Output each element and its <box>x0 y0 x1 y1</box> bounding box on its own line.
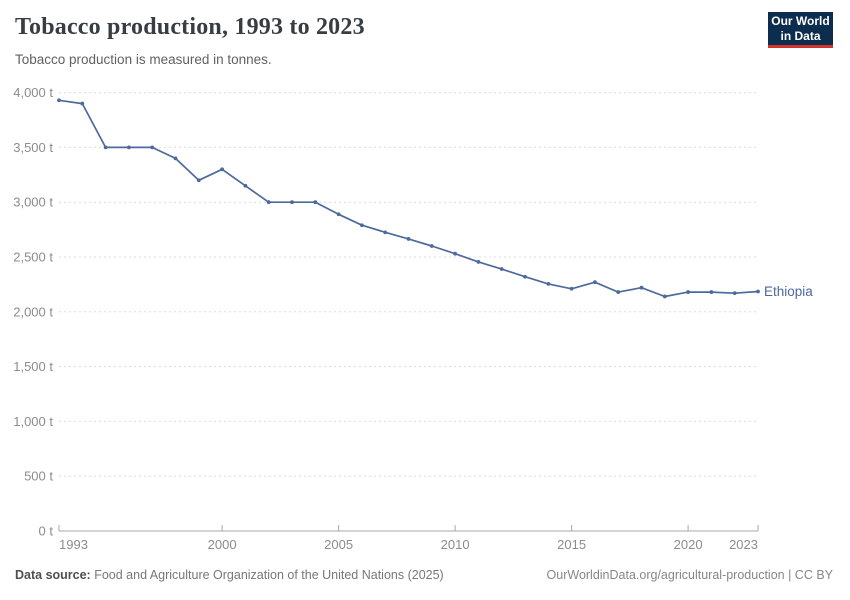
chart-footer: Data source: Food and Agriculture Organi… <box>15 568 833 582</box>
data-point[interactable] <box>523 274 527 279</box>
data-point[interactable] <box>756 289 760 294</box>
y-tick-label: 0 t <box>39 524 54 539</box>
data-point[interactable] <box>383 230 388 235</box>
data-source-text: Food and Agriculture Organization of the… <box>90 568 444 582</box>
data-point[interactable] <box>313 200 318 205</box>
data-point[interactable] <box>196 178 201 183</box>
credit-link[interactable]: OurWorldinData.org/agricultural-producti… <box>546 568 833 582</box>
y-tick-label: 2,500 t <box>13 250 53 265</box>
y-tick-label: 2,000 t <box>13 304 53 319</box>
data-point[interactable] <box>593 280 597 285</box>
data-point[interactable] <box>266 200 271 205</box>
data-point[interactable] <box>429 244 434 248</box>
page-title: Tobacco production, 1993 to 2023 <box>15 14 365 40</box>
data-point[interactable] <box>103 145 108 150</box>
data-point[interactable] <box>569 286 574 291</box>
data-point[interactable] <box>220 167 225 172</box>
x-tick-label: 1993 <box>59 537 88 552</box>
data-point[interactable] <box>336 212 341 217</box>
data-line <box>58 99 759 298</box>
data-point[interactable] <box>639 285 644 290</box>
data-point[interactable] <box>616 290 621 294</box>
data-point[interactable] <box>732 291 737 296</box>
data-point[interactable] <box>453 251 457 256</box>
data-point[interactable] <box>126 145 131 150</box>
data-point[interactable] <box>243 183 248 188</box>
owid-logo-line1: Our World <box>771 14 830 29</box>
data-point[interactable] <box>173 156 178 161</box>
data-point[interactable] <box>709 290 714 294</box>
chart-subtitle: Tobacco production is measured in tonnes… <box>15 52 272 67</box>
x-tick-label: 2023 <box>729 537 758 552</box>
data-source-label: Data source: <box>15 568 91 582</box>
owid-logo-line2: in Data <box>780 28 821 43</box>
data-point[interactable] <box>406 237 411 241</box>
data-source-note: Data source: Food and Agriculture Organi… <box>15 568 444 582</box>
data-point[interactable] <box>57 98 61 103</box>
y-tick-label: 3,500 t <box>13 140 53 155</box>
y-tick-label: 1,000 t <box>13 414 53 429</box>
data-point[interactable] <box>80 101 85 106</box>
data-point[interactable] <box>476 260 481 264</box>
series-label[interactable]: Ethiopia <box>764 284 813 299</box>
data-point[interactable] <box>360 223 364 228</box>
data-point[interactable] <box>290 200 294 205</box>
x-tick-label: 2000 <box>208 537 237 552</box>
x-tick-label: 2010 <box>441 537 470 552</box>
data-point[interactable] <box>546 281 551 286</box>
data-point[interactable] <box>150 145 155 150</box>
x-tick-label: 2005 <box>324 537 353 552</box>
y-tick-label: 3,000 t <box>13 195 53 210</box>
x-tick-label: 2015 <box>557 537 586 552</box>
y-tick-label: 500 t <box>24 469 53 484</box>
y-tick-label: 1,500 t <box>13 359 53 374</box>
data-point[interactable] <box>662 294 667 299</box>
data-point[interactable] <box>499 267 504 271</box>
y-tick-label: 4,000 t <box>13 85 53 100</box>
x-tick-label: 2020 <box>674 537 703 552</box>
data-point[interactable] <box>686 290 690 294</box>
owid-logo[interactable]: Our World in Data <box>768 12 833 48</box>
